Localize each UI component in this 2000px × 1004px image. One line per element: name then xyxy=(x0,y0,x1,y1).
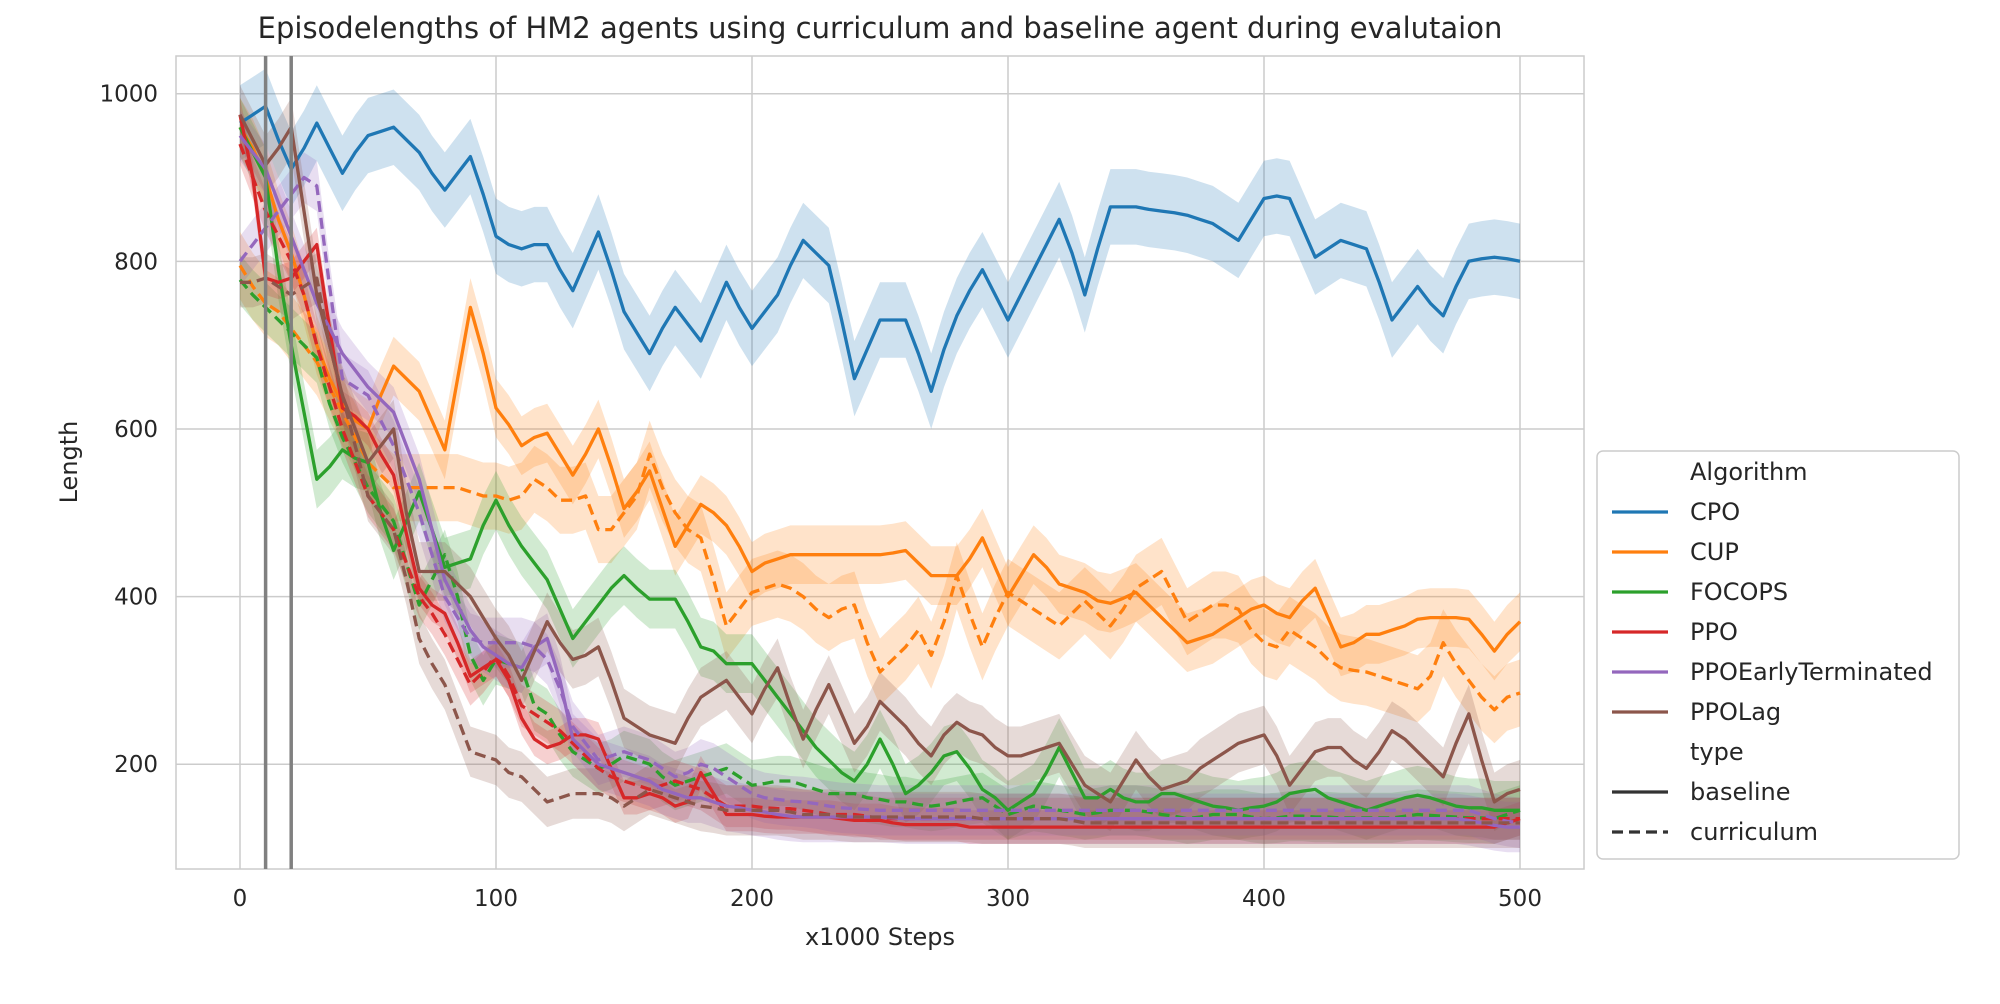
band-ppoearlyterminated-curriculum xyxy=(240,152,1520,848)
chart-title: Episodelengths of HM2 agents using curri… xyxy=(258,11,1503,45)
y-tick-label: 400 xyxy=(114,585,158,611)
x-tick-label: 300 xyxy=(986,886,1030,912)
x-tick-label: 200 xyxy=(730,886,774,912)
y-tick-label: 200 xyxy=(114,752,158,778)
band-cup-baseline xyxy=(240,97,1520,681)
band-cpo-baseline xyxy=(240,68,1520,429)
legend-entry-baseline: baseline xyxy=(1690,778,1791,806)
tick-labels: 0 100 200 300 400 500 200 400 600 800 1000 xyxy=(99,82,1542,912)
legend-entry-curriculum: curriculum xyxy=(1690,818,1818,846)
plot-area xyxy=(175,55,1585,870)
series-line-ppoearlyterminated-curriculum xyxy=(238,175,1521,825)
legend-entry-focops: FOCOPS xyxy=(1690,578,1788,606)
legend-entry-ppo: PPO xyxy=(1690,618,1738,646)
y-tick-label: 1000 xyxy=(99,82,158,108)
legend-entry-ppoearlyterminated: PPOEarlyTerminated xyxy=(1690,658,1933,686)
legend-hue-title: Algorithm xyxy=(1690,458,1808,486)
legend-entry-ppolag: PPOLag xyxy=(1690,698,1781,726)
legend-box xyxy=(1596,450,1960,860)
series-line-cup-baseline xyxy=(238,126,1522,653)
x-tick-label: 0 xyxy=(233,886,248,912)
series-line-ppo-baseline xyxy=(238,114,1521,829)
grid-lines xyxy=(176,56,1584,869)
series-line-ppolag-baseline xyxy=(238,113,1521,804)
y-axis-label: Length xyxy=(55,421,83,504)
legend-style-title: type xyxy=(1690,738,1744,766)
series-line-ppo-curriculum xyxy=(238,143,1520,821)
band-cup-curriculum xyxy=(240,232,1520,744)
x-tick-label: 400 xyxy=(1242,886,1286,912)
series-line-focops-baseline xyxy=(238,126,1520,812)
vertical-markers xyxy=(263,56,293,869)
y-tick-label: 600 xyxy=(114,417,158,443)
series-line-cup-curriculum xyxy=(238,264,1521,712)
legend: Algorithm CPO CUP FOCOPS PPO PPOEarlyTerminat… xyxy=(1596,450,1960,860)
y-tick-label: 800 xyxy=(114,249,158,275)
series-line-cpo-baseline xyxy=(239,104,1521,393)
x-axis-label: x1000 Steps xyxy=(805,923,955,951)
x-tick-label: 100 xyxy=(474,886,518,912)
legend-entry-cpo: CPO xyxy=(1690,498,1740,526)
series-line-ppolag-curriculum xyxy=(240,276,1520,825)
series-lines xyxy=(238,104,1522,829)
series-line-focops-curriculum xyxy=(238,278,1521,821)
legend-entry-cup: CUP xyxy=(1690,538,1739,566)
band-ppoearlyterminated-baseline xyxy=(240,110,1520,853)
x-tick-label: 500 xyxy=(1498,886,1542,912)
